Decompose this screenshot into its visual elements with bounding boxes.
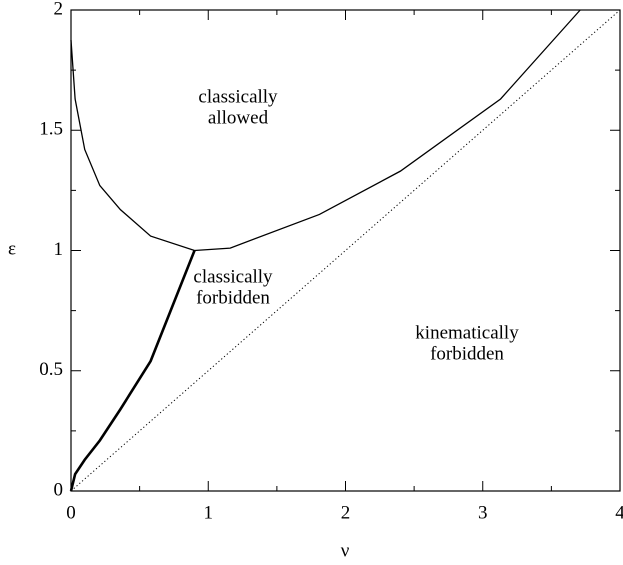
- y-tick-label: 0.5: [39, 359, 63, 380]
- y-tick-label: 2: [54, 0, 64, 19]
- annotation: forbidden: [196, 287, 270, 308]
- curve: [69, 250, 196, 492]
- x-tick-label: 0: [66, 502, 76, 523]
- annotation: forbidden: [430, 343, 504, 364]
- x-tick-label: 3: [478, 502, 488, 523]
- annotation: kinematically: [415, 322, 519, 343]
- curve: [70, 9, 581, 252]
- y-axis-label: ε: [8, 238, 16, 259]
- annotation: classically: [193, 266, 273, 287]
- x-tick-label: 2: [341, 502, 351, 523]
- x-tick-label: 4: [615, 502, 623, 523]
- y-tick-label: 0: [54, 479, 64, 500]
- y-tick-label: 1: [54, 239, 64, 260]
- x-tick-label: 1: [204, 502, 214, 523]
- annotation: allowed: [208, 107, 269, 128]
- x-axis-label: ν: [341, 540, 350, 561]
- plot-frame: [70, 9, 621, 492]
- annotation: classically: [198, 86, 278, 107]
- y-tick-label: 1.5: [39, 119, 63, 140]
- curve: [70, 9, 621, 492]
